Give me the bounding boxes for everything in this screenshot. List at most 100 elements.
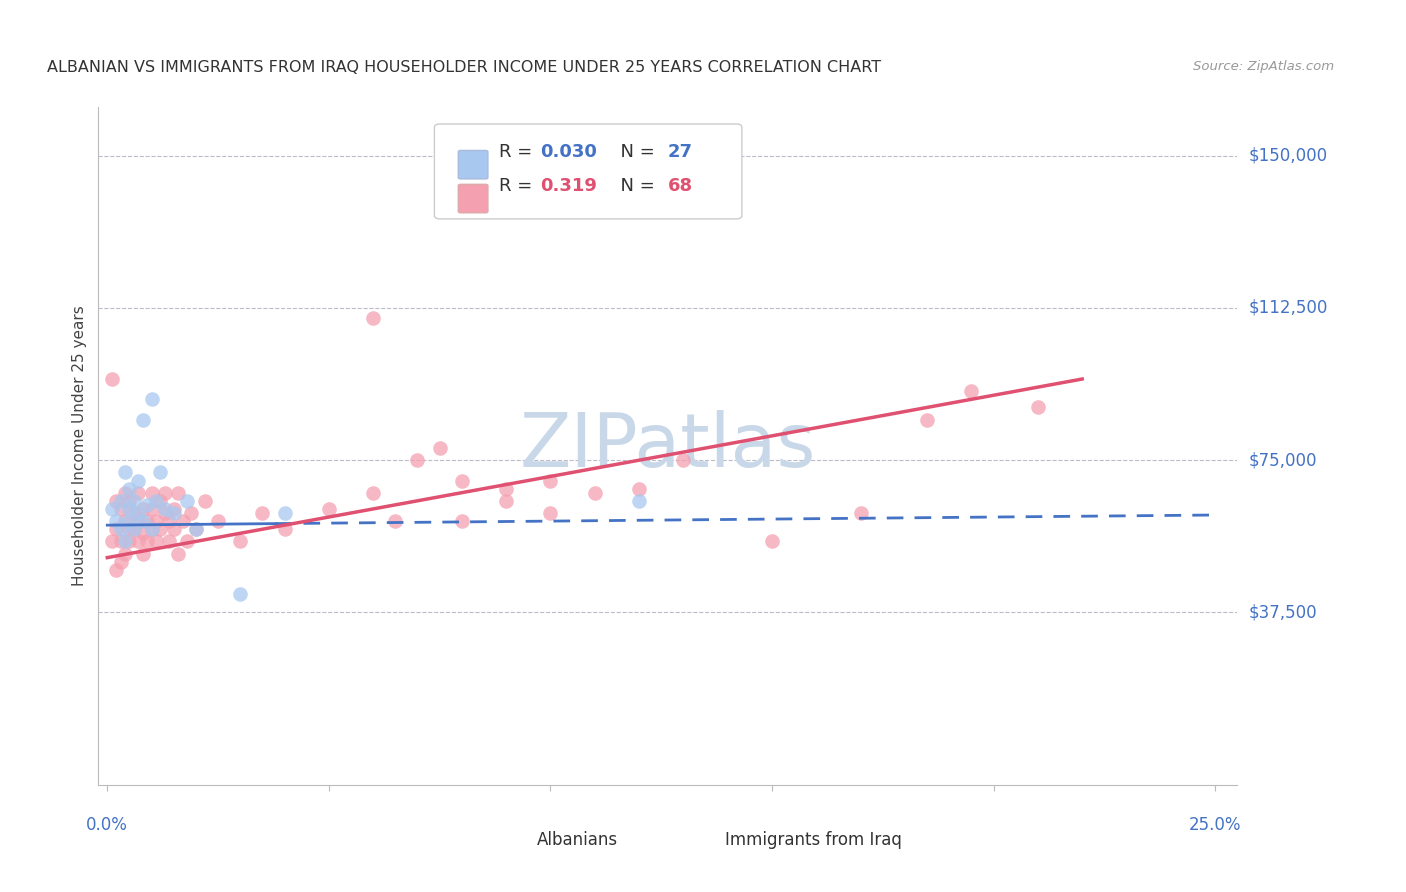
Text: Source: ZipAtlas.com: Source: ZipAtlas.com (1192, 60, 1334, 72)
Point (118, 502, 141, 516)
Point (110, 555, 132, 569)
Text: $112,500: $112,500 (1249, 299, 1327, 317)
Y-axis label: Householder Income Under 25 years: Householder Income Under 25 years (72, 306, 87, 586)
Point (118, 493, 141, 508)
Point (361, 485, 384, 500)
Point (194, 493, 217, 508)
Point (110, 522, 132, 536)
Point (118, 534, 141, 549)
Point (145, 534, 167, 549)
Point (538, 474, 561, 488)
Point (110, 502, 132, 516)
Point (127, 474, 149, 488)
Point (1026, 401, 1049, 415)
Text: 25.0%: 25.0% (1189, 815, 1241, 833)
Point (915, 412, 938, 426)
Point (252, 506, 274, 520)
Point (318, 502, 340, 516)
Point (628, 493, 651, 508)
Point (118, 482, 141, 496)
Text: 68: 68 (668, 177, 693, 194)
Point (167, 547, 190, 561)
Point (114, 547, 136, 561)
Point (628, 482, 651, 496)
Point (114, 466, 136, 480)
Point (157, 514, 180, 528)
Text: Immigrants from Iraq: Immigrants from Iraq (725, 830, 901, 849)
FancyBboxPatch shape (434, 124, 742, 219)
Point (136, 534, 159, 549)
Point (960, 384, 983, 399)
Point (136, 498, 159, 512)
Point (672, 453, 695, 467)
Point (132, 526, 155, 541)
Point (132, 502, 155, 516)
Point (110, 534, 132, 549)
Point (176, 493, 198, 508)
FancyBboxPatch shape (458, 185, 488, 213)
Text: N =: N = (609, 177, 661, 194)
Point (105, 493, 128, 508)
Text: 0.030: 0.030 (540, 143, 598, 161)
Point (538, 506, 561, 520)
Point (229, 534, 252, 549)
Point (172, 514, 194, 528)
Point (114, 534, 136, 549)
Point (114, 514, 136, 528)
Point (149, 493, 172, 508)
FancyBboxPatch shape (501, 826, 530, 855)
Point (149, 522, 172, 536)
Point (163, 502, 186, 516)
Text: 0.0%: 0.0% (86, 815, 128, 833)
Text: R =: R = (499, 177, 544, 194)
Text: 0.319: 0.319 (540, 177, 598, 194)
Point (495, 482, 517, 496)
Point (153, 485, 176, 500)
Point (450, 514, 472, 528)
Point (180, 506, 202, 520)
Text: $75,000: $75,000 (1249, 451, 1317, 469)
Point (127, 534, 149, 549)
Point (132, 547, 155, 561)
Point (141, 392, 163, 407)
Point (141, 485, 163, 500)
Point (145, 493, 167, 508)
Point (149, 466, 172, 480)
Point (163, 506, 186, 520)
Point (157, 534, 180, 549)
Point (122, 506, 145, 520)
Point (105, 563, 128, 577)
Point (163, 522, 186, 536)
Point (384, 514, 406, 528)
FancyBboxPatch shape (689, 826, 718, 855)
FancyBboxPatch shape (458, 151, 488, 179)
Point (122, 522, 145, 536)
Text: ALBANIAN VS IMMIGRANTS FROM IRAQ HOUSEHOLDER INCOME UNDER 25 YEARS CORRELATION C: ALBANIAN VS IMMIGRANTS FROM IRAQ HOUSEHO… (48, 60, 882, 75)
Point (761, 534, 783, 549)
Point (100, 502, 122, 516)
Point (229, 587, 252, 601)
Point (141, 502, 163, 516)
Point (127, 485, 149, 500)
Point (110, 493, 132, 508)
Point (495, 493, 517, 508)
Point (153, 502, 176, 516)
Point (184, 522, 207, 536)
Point (429, 441, 451, 455)
Point (406, 453, 429, 467)
Point (114, 485, 136, 500)
Point (132, 412, 155, 426)
Point (141, 522, 163, 536)
Point (849, 506, 872, 520)
Text: Albanians: Albanians (537, 830, 619, 849)
Text: N =: N = (609, 143, 661, 161)
Text: ZIPatlas: ZIPatlas (520, 409, 815, 483)
Point (132, 514, 155, 528)
Point (273, 506, 295, 520)
Point (167, 485, 190, 500)
Text: $150,000: $150,000 (1249, 147, 1327, 165)
Point (361, 311, 384, 326)
Point (184, 522, 207, 536)
Point (450, 474, 472, 488)
Text: R =: R = (499, 143, 538, 161)
